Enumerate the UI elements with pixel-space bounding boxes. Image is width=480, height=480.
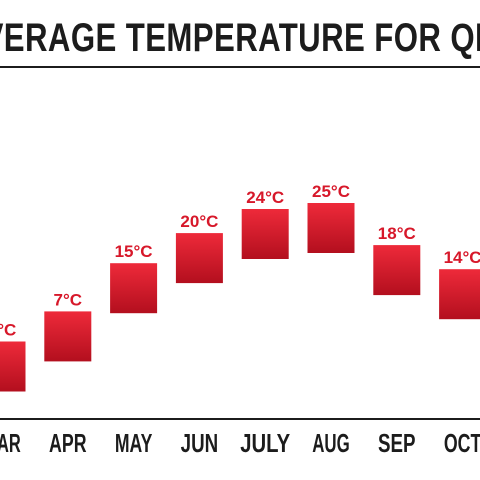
temperature-bar-may: [110, 263, 158, 314]
title-underline: [0, 66, 480, 68]
temperature-bar-july: [241, 209, 289, 259]
value-label-mar: 2°C: [0, 321, 16, 340]
value-label-oct: 14°C: [444, 248, 480, 267]
category-label-may: MAY: [115, 428, 153, 458]
category-label-oct: OCT: [444, 428, 480, 458]
category-label-sep: SEP: [378, 428, 416, 458]
temperature-bar-mar: [0, 341, 26, 392]
value-label-jun: 20°C: [180, 212, 218, 231]
category-label-july: JULY: [240, 428, 290, 458]
value-label-sep: 18°C: [378, 224, 416, 243]
value-label-aug: 25°C: [312, 182, 350, 201]
chart-title: AVERAGE TEMPERATURE FOR QINGDAO: [0, 16, 480, 60]
temperature-bar-jun: [175, 233, 223, 284]
temperature-bar-apr: [44, 311, 92, 362]
category-label-mar: MAR: [0, 428, 21, 458]
category-label-apr: APR: [49, 428, 87, 458]
category-label-jun: JUN: [181, 428, 219, 458]
value-label-july: 24°C: [246, 188, 284, 207]
temperature-bar-aug: [307, 203, 355, 253]
value-label-may: 15°C: [115, 242, 153, 261]
temperature-bar-oct: [439, 269, 480, 320]
category-label-aug: AUG: [312, 428, 350, 458]
temperature-bar-sep: [373, 245, 421, 296]
value-label-apr: 7°C: [54, 290, 83, 309]
